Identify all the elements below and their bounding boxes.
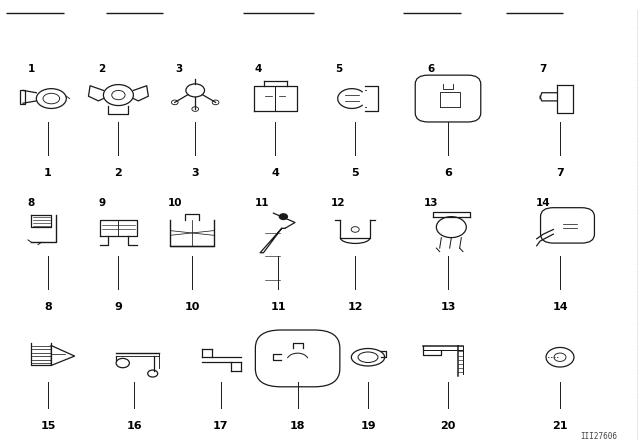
Text: 2: 2 <box>98 64 106 74</box>
Text: 15: 15 <box>40 421 56 431</box>
Text: 8: 8 <box>28 198 35 208</box>
Text: 3: 3 <box>175 64 182 74</box>
Text: 1: 1 <box>44 168 52 178</box>
Text: 20: 20 <box>440 421 456 431</box>
Text: 6: 6 <box>444 168 452 178</box>
Text: 5: 5 <box>351 168 359 178</box>
Text: 12: 12 <box>348 302 363 312</box>
Text: 3: 3 <box>191 168 199 178</box>
Text: 1: 1 <box>28 64 35 74</box>
Text: 10: 10 <box>168 198 182 208</box>
Text: 14: 14 <box>536 198 550 208</box>
Text: 18: 18 <box>290 421 305 431</box>
Text: 10: 10 <box>184 302 200 312</box>
Text: 17: 17 <box>213 421 228 431</box>
Text: 21: 21 <box>552 421 568 431</box>
Text: 9: 9 <box>115 302 122 312</box>
Text: 11: 11 <box>255 198 269 208</box>
Text: 13: 13 <box>424 198 438 208</box>
Text: 16: 16 <box>127 421 142 431</box>
Text: 14: 14 <box>552 302 568 312</box>
Text: 11: 11 <box>271 302 286 312</box>
Text: 4: 4 <box>255 64 262 74</box>
Text: 19: 19 <box>360 421 376 431</box>
Text: 9: 9 <box>98 198 106 208</box>
Text: 6: 6 <box>428 64 435 74</box>
Circle shape <box>280 214 287 220</box>
Text: 8: 8 <box>44 302 52 312</box>
Text: 4: 4 <box>271 168 279 178</box>
Text: III27606: III27606 <box>580 432 618 441</box>
Text: 13: 13 <box>440 302 456 312</box>
Text: 5: 5 <box>335 64 342 74</box>
Text: 12: 12 <box>332 198 346 208</box>
Text: 7: 7 <box>540 64 547 74</box>
Text: 2: 2 <box>115 168 122 178</box>
Text: 7: 7 <box>556 168 564 178</box>
